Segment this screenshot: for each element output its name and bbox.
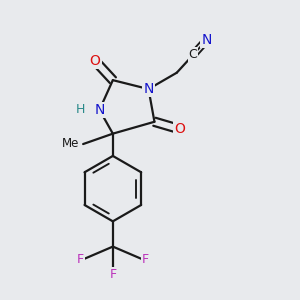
Text: Me: Me [62,137,80,150]
Text: N: N [143,82,154,96]
Text: C: C [189,48,197,62]
Text: F: F [76,254,84,266]
Text: H: H [76,103,85,116]
Text: N: N [94,103,105,117]
Text: O: O [90,54,101,68]
Text: F: F [109,268,116,281]
Text: F: F [142,254,149,266]
Text: N: N [201,33,212,47]
Text: O: O [174,122,185,136]
